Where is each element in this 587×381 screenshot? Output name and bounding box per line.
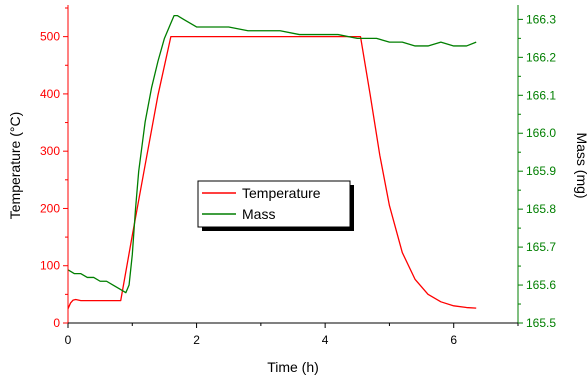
y-right-tick-label: 166.0 [526,126,556,140]
legend-label-temperature: Temperature [242,185,321,201]
y-right-tick-label: 165.6 [526,278,556,292]
y-left-tick-label: 400 [40,87,60,101]
y-left-tick-label: 0 [53,316,60,330]
y-right-tick-label: 165.7 [526,240,556,254]
series-line-mass [67,14,477,294]
legend-label-mass: Mass [242,206,275,222]
y-right-tick-label: 166.1 [526,88,556,102]
y-right-tick-label: 165.5 [526,316,556,330]
x-tick-label: 4 [322,333,329,347]
legend: Temperature Mass [197,180,354,231]
legend-box [197,180,351,228]
axes-layer: 0 2 4 6 0 100 200 300 400 500 165.5 165.6 165.7 165.8… [7,5,587,375]
y-left-tick-label: 300 [40,144,60,158]
x-tick-label: 0 [65,333,72,347]
y-right-tick-label: 166.3 [526,12,556,26]
y-right-axis-title: Mass (mg) [574,132,587,198]
series-line-temperature [67,35,477,309]
y-left-tick-label: 500 [40,30,60,44]
series-layer [67,14,477,309]
x-axis-title: Time (h) [267,359,319,375]
y-right-tick-label: 165.9 [526,164,556,178]
y-left-tick-label: 100 [40,259,60,273]
y-right-tick-label: 166.2 [526,50,556,64]
x-tick-label: 6 [450,333,457,347]
x-tick-label: 2 [193,333,200,347]
y-left-tick-label: 200 [40,201,60,215]
y-right-tick-label: 165.8 [526,202,556,216]
y-left-axis-title: Temperature (°C) [7,112,23,220]
